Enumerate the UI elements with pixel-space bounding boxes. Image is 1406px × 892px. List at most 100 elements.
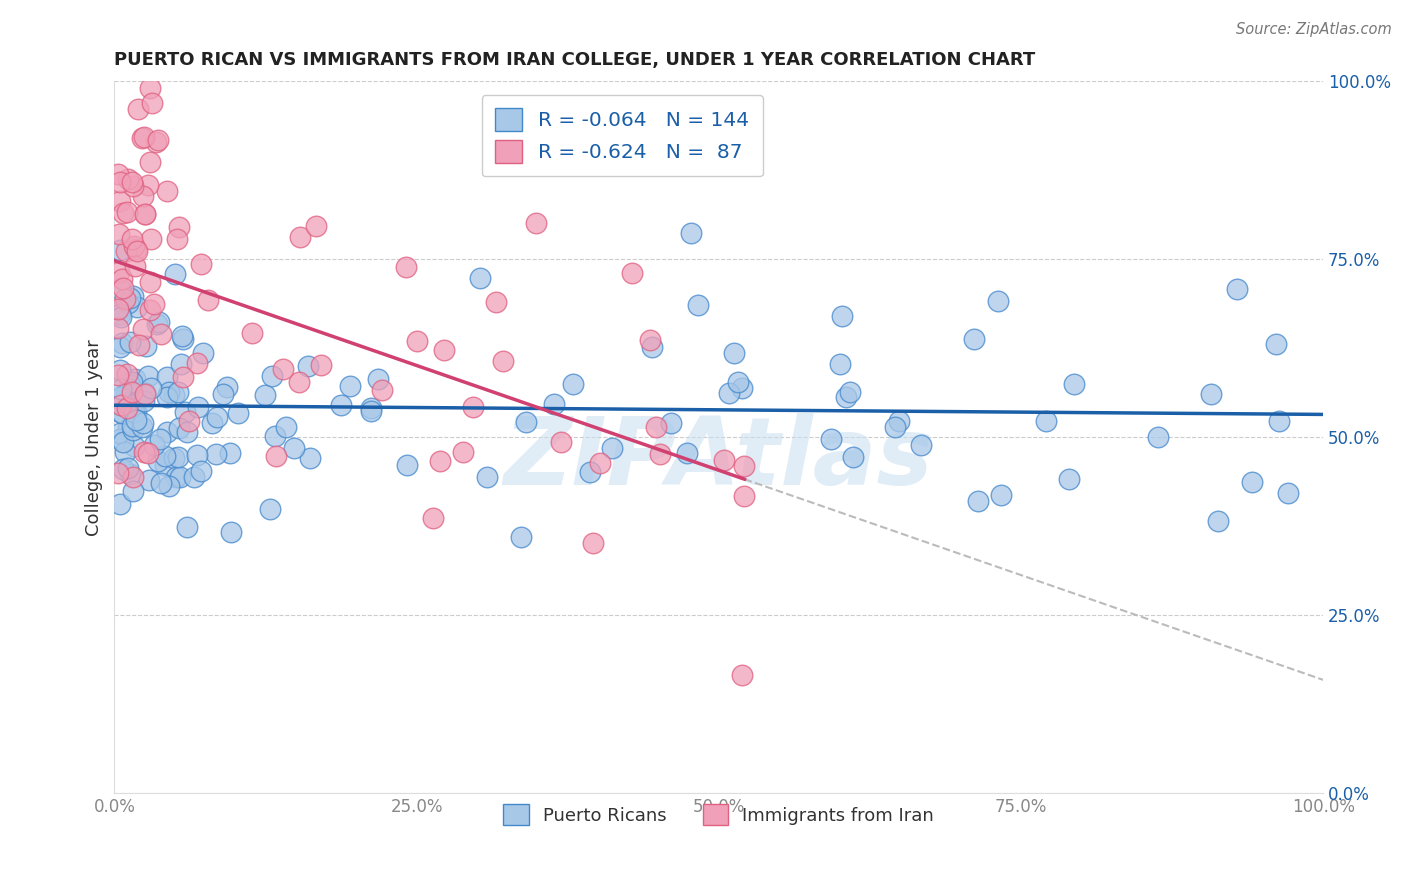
Point bbox=[309, 358, 332, 372]
Point bbox=[550, 434, 572, 449]
Point bbox=[510, 530, 533, 544]
Point bbox=[114, 445, 136, 459]
Point bbox=[121, 384, 143, 399]
Point bbox=[190, 257, 212, 271]
Point bbox=[1057, 472, 1080, 486]
Point bbox=[163, 268, 186, 282]
Point bbox=[190, 464, 212, 478]
Point bbox=[1063, 377, 1085, 392]
Point bbox=[115, 205, 138, 219]
Point bbox=[173, 405, 195, 419]
Point bbox=[1201, 387, 1223, 401]
Point bbox=[131, 419, 153, 434]
Point bbox=[118, 292, 141, 306]
Point bbox=[110, 307, 132, 321]
Point bbox=[135, 339, 157, 353]
Point bbox=[290, 230, 312, 244]
Point bbox=[110, 398, 132, 412]
Point bbox=[107, 167, 129, 181]
Point bbox=[136, 178, 159, 192]
Point bbox=[172, 332, 194, 346]
Point bbox=[110, 282, 132, 296]
Point bbox=[108, 265, 131, 279]
Point bbox=[121, 418, 143, 433]
Text: ZIPAtlas: ZIPAtlas bbox=[503, 413, 934, 505]
Point bbox=[110, 433, 132, 447]
Point bbox=[134, 386, 156, 401]
Point bbox=[146, 454, 169, 468]
Point bbox=[120, 402, 142, 417]
Point bbox=[112, 281, 135, 295]
Point bbox=[132, 189, 155, 203]
Point bbox=[177, 414, 200, 428]
Point bbox=[433, 343, 456, 357]
Point bbox=[429, 454, 451, 468]
Point bbox=[156, 425, 179, 440]
Point bbox=[107, 466, 129, 480]
Point bbox=[727, 375, 749, 389]
Point bbox=[125, 244, 148, 259]
Point bbox=[122, 423, 145, 437]
Point bbox=[676, 446, 699, 460]
Point bbox=[153, 458, 176, 473]
Point bbox=[463, 400, 485, 414]
Point bbox=[124, 372, 146, 386]
Point bbox=[120, 334, 142, 349]
Point bbox=[820, 432, 842, 446]
Point bbox=[110, 382, 132, 396]
Point bbox=[266, 449, 288, 463]
Point bbox=[485, 294, 508, 309]
Point bbox=[153, 449, 176, 463]
Point bbox=[136, 446, 159, 460]
Point bbox=[134, 386, 156, 401]
Point bbox=[167, 421, 190, 435]
Point bbox=[121, 469, 143, 483]
Point bbox=[170, 329, 193, 343]
Point bbox=[157, 478, 180, 492]
Point bbox=[842, 450, 865, 464]
Point bbox=[110, 272, 132, 286]
Point bbox=[645, 420, 668, 434]
Point bbox=[963, 332, 986, 346]
Point bbox=[110, 310, 132, 325]
Point bbox=[187, 400, 209, 414]
Point bbox=[134, 207, 156, 221]
Point bbox=[146, 133, 169, 147]
Point bbox=[108, 227, 131, 242]
Point bbox=[134, 445, 156, 459]
Point bbox=[339, 379, 361, 393]
Point bbox=[145, 135, 167, 149]
Point bbox=[183, 470, 205, 484]
Point bbox=[149, 475, 172, 490]
Point bbox=[217, 380, 239, 394]
Point bbox=[122, 483, 145, 498]
Point bbox=[115, 244, 138, 258]
Point bbox=[115, 368, 138, 382]
Point bbox=[139, 155, 162, 169]
Point bbox=[477, 470, 499, 484]
Point bbox=[582, 536, 605, 550]
Point bbox=[142, 297, 165, 311]
Point bbox=[1035, 414, 1057, 428]
Point bbox=[110, 340, 132, 354]
Point bbox=[115, 401, 138, 415]
Point bbox=[360, 404, 382, 418]
Point bbox=[136, 368, 159, 383]
Point bbox=[111, 406, 134, 420]
Point bbox=[112, 435, 135, 450]
Point bbox=[110, 390, 132, 404]
Point bbox=[131, 131, 153, 145]
Point bbox=[157, 384, 180, 399]
Point bbox=[305, 219, 328, 233]
Point bbox=[371, 384, 394, 398]
Point bbox=[679, 227, 702, 241]
Point bbox=[138, 302, 160, 317]
Point bbox=[1240, 475, 1263, 490]
Point bbox=[138, 81, 160, 95]
Point bbox=[110, 405, 132, 419]
Point bbox=[139, 381, 162, 395]
Point bbox=[723, 346, 745, 360]
Point bbox=[110, 398, 132, 412]
Point bbox=[110, 194, 132, 208]
Point bbox=[143, 438, 166, 452]
